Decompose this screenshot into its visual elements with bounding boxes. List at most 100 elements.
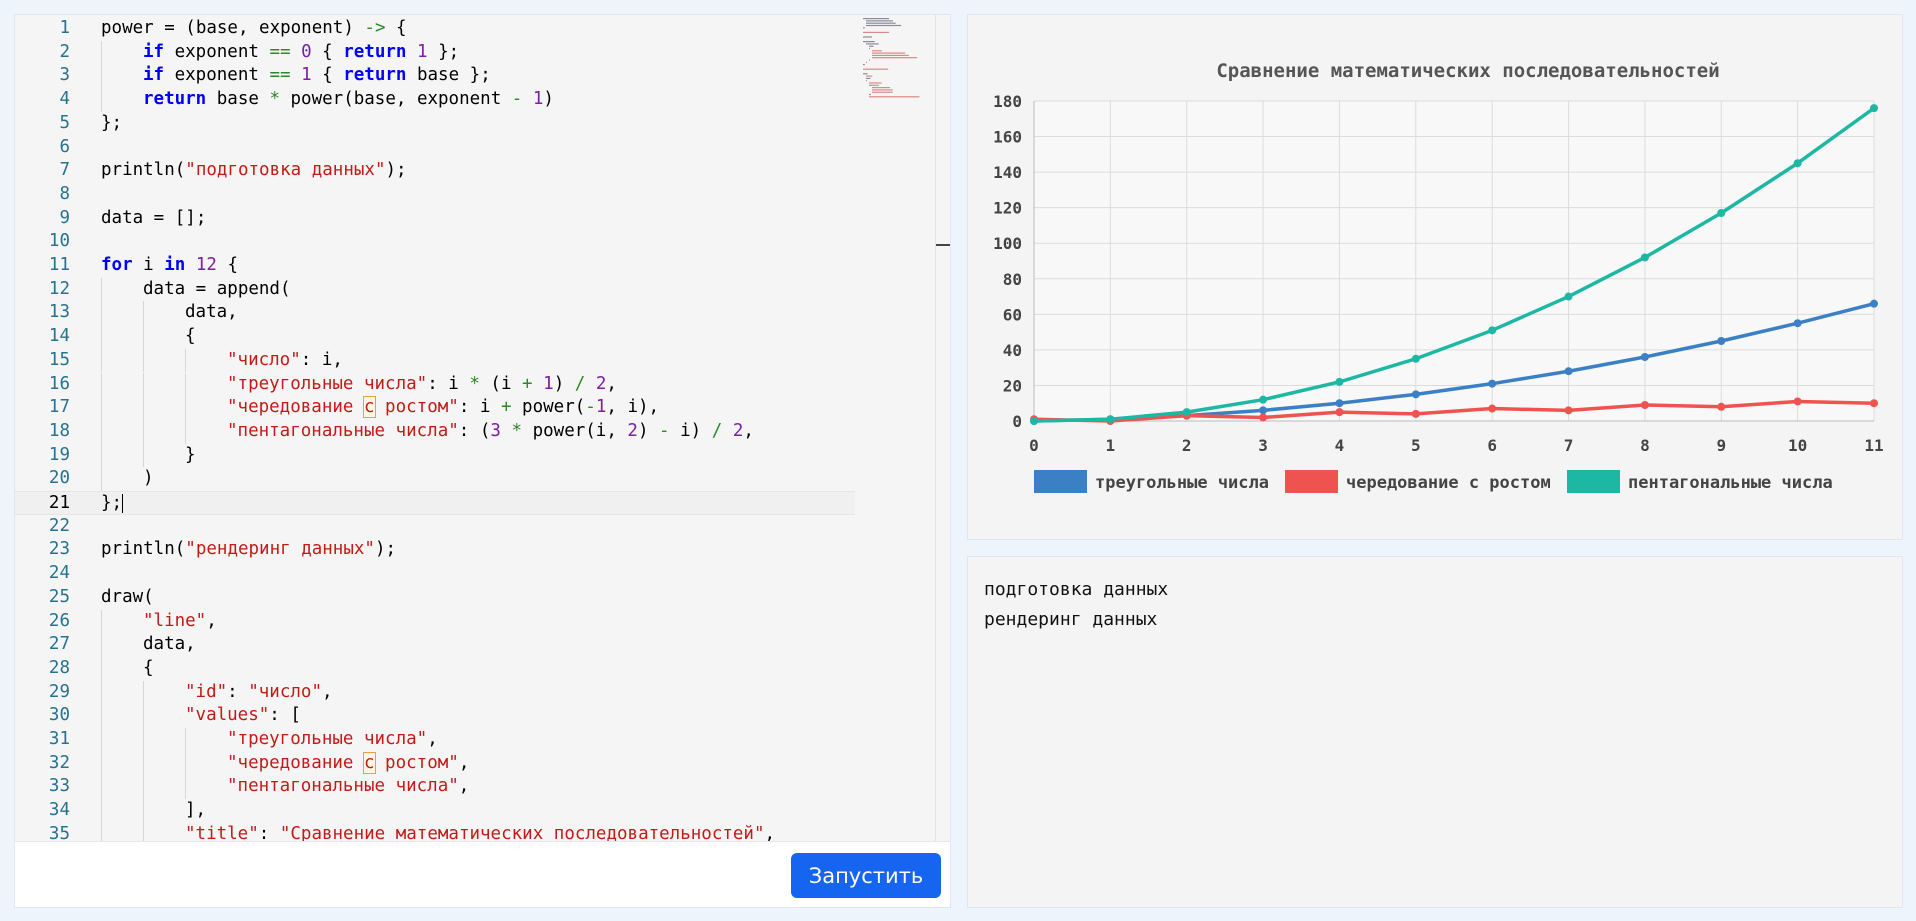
code-line[interactable]: 15 "число": i, <box>15 349 855 373</box>
line-number: 10 <box>48 231 70 252</box>
minimap-line <box>863 64 865 66</box>
editor-scrollbar[interactable] <box>935 15 950 841</box>
data-point <box>1182 408 1191 417</box>
legend-swatch <box>1567 470 1620 493</box>
code-line[interactable]: 7 println("подготовка данных"); <box>15 159 855 183</box>
code-text: if exponent == 1 { return base }; <box>143 65 491 86</box>
x-tick-label: 5 <box>1411 436 1421 455</box>
code-line[interactable]: 25 draw( <box>15 586 855 610</box>
indent-guide <box>185 348 186 373</box>
code-line[interactable]: 19} <box>15 444 855 468</box>
code-line[interactable]: 22 <box>15 515 855 539</box>
y-tick-label: 100 <box>993 234 1022 253</box>
line-number: 9 <box>59 207 70 228</box>
y-tick-label: 60 <box>1003 305 1022 324</box>
code-line[interactable]: 6 <box>15 136 855 160</box>
code-text: { <box>143 657 154 678</box>
code-line[interactable]: 12 data = append( <box>15 278 855 302</box>
plot-area <box>1034 101 1874 421</box>
indent-guide <box>185 396 186 420</box>
code-line[interactable]: 14 { <box>15 325 855 349</box>
code-text: "title": "Сравнение математических после… <box>185 823 776 841</box>
indent-guide <box>101 775 102 800</box>
line-number: 15 <box>48 349 70 370</box>
y-tick-label: 180 <box>993 92 1022 111</box>
code-line[interactable]: 10 <box>15 230 855 254</box>
code-text: "line", <box>143 610 217 631</box>
minimap-line <box>866 77 871 79</box>
legend-label: треугольные числа <box>1095 473 1269 493</box>
code-line[interactable]: 23 println("рендеринг данных"); <box>15 538 855 562</box>
data-point <box>1870 399 1878 408</box>
code-line[interactable]: 28 { <box>15 657 855 681</box>
code-text: data, <box>185 302 238 323</box>
code-line[interactable]: 2 if exponent == 0 { return 1 }; <box>15 41 855 65</box>
minimap-line <box>863 41 875 43</box>
indent-guide <box>143 419 144 444</box>
minimap-line <box>869 47 870 50</box>
code-line[interactable]: 13 data, <box>15 301 855 325</box>
line-number: 2 <box>59 41 70 62</box>
legend-swatch <box>1034 470 1087 493</box>
run-button[interactable]: Запустить <box>791 853 941 898</box>
line-number: 8 <box>59 183 70 204</box>
data-point <box>1717 402 1726 411</box>
line-number: 18 <box>48 420 70 441</box>
code-line[interactable]: 16 "треугольные числа": i * (i + 1) / 2, <box>15 373 855 397</box>
minimap-line <box>869 84 879 86</box>
series-line-3 <box>1033 106 1876 423</box>
code-line[interactable]: 11 for i in 12 { <box>15 254 855 278</box>
code-line[interactable]: 18 "пентагональные числа": (3 * power(i, … <box>15 420 855 444</box>
indent-guide <box>101 396 102 420</box>
code-line[interactable]: 24 <box>15 562 855 586</box>
code-line[interactable]: 8 <box>15 183 855 207</box>
code-line[interactable]: 26 "line", <box>15 610 855 634</box>
code-line[interactable]: 34], <box>15 799 855 823</box>
line-number: 28 <box>48 657 70 678</box>
indent-guide <box>143 704 144 728</box>
code-line[interactable]: 9 data = []; <box>15 207 855 231</box>
code-line[interactable]: 17 "чередование с ростом": i + power(-1, … <box>15 396 855 420</box>
code-line[interactable]: 1 power = (base, exponent) -> { <box>15 17 855 41</box>
code-line[interactable]: 3 if exponent == 1 { return base }; <box>15 64 855 88</box>
indent-guide <box>143 396 144 420</box>
x-tick-label: 1 <box>1106 436 1116 455</box>
indent-guide <box>143 325 144 349</box>
code-line[interactable]: 30 "values": [ <box>15 704 855 728</box>
code-text: { <box>185 326 196 347</box>
line-number: 21 <box>48 493 70 513</box>
minimap-line <box>866 75 873 77</box>
code-text: "чередование с ростом": i + power(-1, i)… <box>227 396 660 419</box>
y-tick-label: 160 <box>993 128 1022 147</box>
indent-guide <box>101 301 102 326</box>
code-line[interactable]: 27 data, <box>15 633 855 657</box>
chart-panel: Сравнение математических последовательно… <box>967 14 1903 540</box>
data-point <box>1564 406 1573 415</box>
code-line[interactable]: 35 "title": "Сравнение математических пос… <box>15 823 855 841</box>
line-number: 13 <box>48 302 70 323</box>
code-line[interactable]: 33 "пентагональные числа", <box>15 775 855 799</box>
minimap-line <box>863 18 890 20</box>
code-text: return base * power(base, exponent - 1) <box>143 89 554 110</box>
data-point <box>1030 417 1038 425</box>
code-area[interactable]: 1 power = (base, exponent) -> {2 if expone… <box>15 15 935 841</box>
code-line[interactable]: 20) <box>15 467 855 491</box>
data-point <box>1411 409 1420 418</box>
code-text: "пентагональные числа", <box>227 776 470 797</box>
code-minimap[interactable] <box>861 17 936 99</box>
code-line[interactable]: 5}; <box>15 112 855 136</box>
code-line[interactable]: 32 "чередование с ростом", <box>15 751 855 776</box>
data-point <box>1793 397 1802 406</box>
line-number: 7 <box>59 160 70 181</box>
indent-guide <box>143 799 144 823</box>
indent-guide <box>143 680 144 705</box>
code-line[interactable]: 4 return base * power(base, exponent - 1) <box>15 88 855 112</box>
code-line[interactable]: 29 "id": "число", <box>15 681 855 705</box>
data-point <box>1640 401 1649 409</box>
minimap-line <box>869 59 870 61</box>
indent-guide <box>101 348 102 373</box>
code-line[interactable]: 31 "треугольные числа", <box>15 728 855 752</box>
code-line[interactable]: 21}; <box>15 491 855 515</box>
indent-guide <box>143 443 144 468</box>
code-text: if exponent == 0 { return 1 }; <box>143 41 460 62</box>
